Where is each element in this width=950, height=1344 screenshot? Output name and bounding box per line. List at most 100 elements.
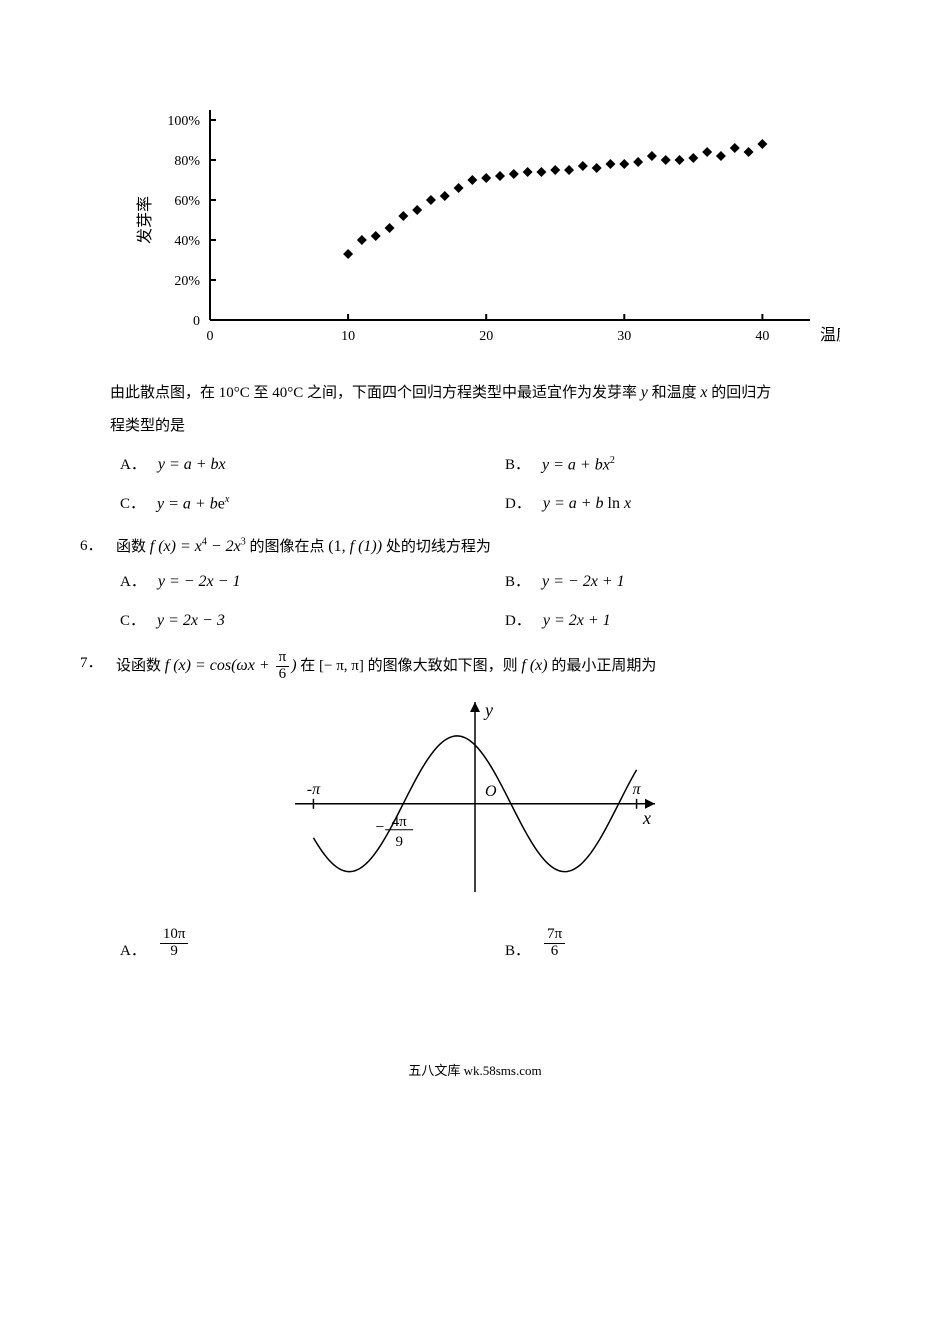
option-label-a: A． xyxy=(120,453,146,474)
svg-text:40: 40 xyxy=(755,329,769,344)
q7-b-den: 6 xyxy=(544,944,565,960)
question-7: 7． 设函数 f (x) = cos(ωx + π6) 在 [− π, π] 的… xyxy=(80,650,890,683)
q7-a-num: 10π xyxy=(160,927,189,944)
q5-d-expr: y = a + b ln x xyxy=(543,495,631,513)
q6-ptopen: (1, xyxy=(328,538,349,555)
q6-post: 处的切线方程为 xyxy=(382,539,491,555)
q7-label-a: A． xyxy=(120,939,146,960)
q7-number: 7． xyxy=(80,650,116,677)
q6-b-expr: y = − 2x + 1 xyxy=(542,573,625,591)
svg-text:−: − xyxy=(375,819,384,836)
q7-b-frac: 7π6 xyxy=(544,927,565,960)
q5-a-expr: y = a + bx xyxy=(158,456,226,474)
q7-b-num: 7π xyxy=(544,927,565,944)
svg-text:x: x xyxy=(642,808,651,828)
q6-option-b: B． y = − 2x + 1 xyxy=(505,570,890,591)
var-y: y xyxy=(641,384,648,401)
q7-mid: 在 [− π, π] 的图像大致如下图，则 xyxy=(297,658,522,674)
q7-option-b: B． 7π6 xyxy=(505,927,890,960)
svg-text:4π: 4π xyxy=(392,814,408,830)
option-label-c: C． xyxy=(120,492,145,513)
svg-text:40%: 40% xyxy=(174,234,200,249)
q5-c-sup: x xyxy=(225,494,229,505)
svg-text:60%: 60% xyxy=(174,194,200,209)
q7-x: x + xyxy=(248,657,274,674)
q7-frac-num: π xyxy=(276,650,290,667)
q6-d-expr: y = 2x + 1 xyxy=(543,612,611,630)
q7-options-row1: A． 10π9 B． 7π6 xyxy=(120,927,890,960)
q6-pt: (1, f (1)) xyxy=(328,538,382,555)
q6-options-row2: C． y = 2x − 3 D． y = 2x + 1 xyxy=(120,609,890,630)
svg-text:发芽率: 发芽率 xyxy=(136,196,154,244)
svg-text:0: 0 xyxy=(207,329,214,344)
svg-text:80%: 80% xyxy=(174,154,200,169)
q7-fxopen: f (x) = cos( xyxy=(165,657,237,674)
q6-a-expr: y = − 2x − 1 xyxy=(158,573,241,591)
q7-post: 的最小正周期为 xyxy=(548,658,657,674)
q5-d-x: x xyxy=(624,495,631,512)
var-x: x xyxy=(700,384,707,401)
scatter-svg: 0 10 20 30 40 0 20% 40% 60% 80% 100% 发芽率温度/°C xyxy=(120,100,840,360)
q5-b-expr: y = a + bx2 xyxy=(542,455,615,474)
svg-text:20%: 20% xyxy=(174,274,200,289)
q5-option-c: C． y = a + bex xyxy=(120,492,505,513)
q5-options-row1: A． y = a + bx B． y = a + bx2 xyxy=(120,453,890,474)
q6-number: 6． xyxy=(80,533,116,560)
page-footer: 五八文库 wk.58sms.com xyxy=(60,1060,890,1079)
explain-text-3: 的回归方 xyxy=(708,385,772,401)
q6-ptf: f (1)) xyxy=(350,538,382,555)
svg-text:-π: -π xyxy=(307,781,321,798)
q6-fx: f (x) = x4 − 2x3 xyxy=(150,538,246,555)
q7-option-a: A． 10π9 xyxy=(120,927,505,960)
q7-omega: ω xyxy=(236,657,247,674)
q5-b-sup: 2 xyxy=(610,455,615,466)
q5-option-a: A． y = a + bx xyxy=(120,453,505,474)
q6-pre: 函数 xyxy=(116,539,150,555)
q7-body: 设函数 f (x) = cos(ωx + π6) 在 [− π, π] 的图像大… xyxy=(116,650,890,683)
svg-text:π: π xyxy=(633,781,642,798)
q5-c-pre: y = a + b xyxy=(157,495,218,512)
q6-label-d: D． xyxy=(505,609,531,630)
q5-d-ln: ln xyxy=(604,495,624,512)
q6-label-c: C． xyxy=(120,609,145,630)
svg-text:100%: 100% xyxy=(167,114,200,129)
q5-c-e: e xyxy=(218,495,225,512)
option-label-b: B． xyxy=(505,453,530,474)
q7-fx2: f (x) xyxy=(521,657,547,674)
svg-text:10: 10 xyxy=(341,329,355,344)
svg-text:0: 0 xyxy=(193,314,200,329)
explain-line2: 程类型的是 xyxy=(110,418,185,434)
q7-fx: f (x) = cos(ωx + π6) xyxy=(165,657,297,674)
q6-options-row1: A． y = − 2x − 1 B． y = − 2x + 1 xyxy=(120,570,890,591)
svg-text:9: 9 xyxy=(395,834,403,850)
q6-label-b: B． xyxy=(505,570,530,591)
explain-text-1: 由此散点图，在 10°C 至 40°C 之间，下面四个回归方程类型中最适宜作为发… xyxy=(110,385,641,401)
q7-frac: π6 xyxy=(276,650,290,683)
q7-pre: 设函数 xyxy=(116,658,165,674)
q5-d-pre: y = a + b xyxy=(543,495,604,512)
q6-minus: − 2x xyxy=(207,538,241,555)
q7-label-b: B． xyxy=(505,939,530,960)
cos-plot: -π π Oy x −4π 9 xyxy=(295,702,655,892)
svg-text:30: 30 xyxy=(617,329,631,344)
question5-explanation: 由此散点图，在 10°C 至 40°C 之间，下面四个回归方程类型中最适宜作为发… xyxy=(110,375,890,443)
q6-option-c: C． y = 2x − 3 xyxy=(120,609,505,630)
q6-label-a: A． xyxy=(120,570,146,591)
q7-frac-den: 6 xyxy=(276,667,290,683)
svg-text:y: y xyxy=(483,702,493,720)
q6-body: 函数 f (x) = x4 − 2x3 的图像在点 (1, f (1)) 处的切… xyxy=(116,533,890,562)
svg-text:O: O xyxy=(485,783,497,800)
question-6: 6． 函数 f (x) = x4 − 2x3 的图像在点 (1, f (1)) … xyxy=(80,533,890,562)
q7-a-den: 9 xyxy=(160,944,189,960)
svg-text:温度/°C: 温度/°C xyxy=(820,326,840,344)
q6-option-d: D． y = 2x + 1 xyxy=(505,609,890,630)
q6-mid: 的图像在点 xyxy=(246,539,329,555)
q5-option-d: D． y = a + b ln x xyxy=(505,492,890,513)
option-label-d: D． xyxy=(505,492,531,513)
scatter-plot: 0 10 20 30 40 0 20% 40% 60% 80% 100% 发芽率温度/°C xyxy=(120,100,890,365)
q6-c-expr: y = 2x − 3 xyxy=(157,612,225,630)
q6-option-a: A． y = − 2x − 1 xyxy=(120,570,505,591)
q5-c-expr: y = a + bex xyxy=(157,494,229,513)
q7-a-frac: 10π9 xyxy=(160,927,189,960)
svg-text:20: 20 xyxy=(479,329,493,344)
